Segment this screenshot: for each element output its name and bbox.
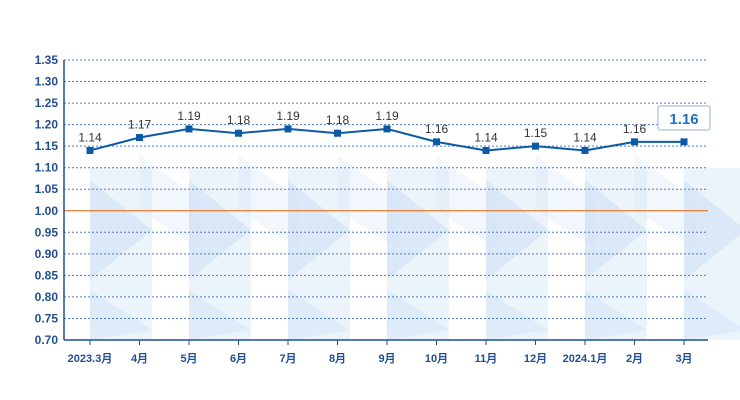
y-axis: 0.70 0.75 0.80 0.85 0.90 0.95 1.00 1.05 1.10 1.15… <box>35 53 708 347</box>
data-label: 1.19 <box>276 109 300 123</box>
data-point <box>631 138 638 146</box>
data-point <box>185 125 193 133</box>
band-chevron <box>90 180 152 280</box>
data-label: 1.14 <box>573 130 597 144</box>
y-tick-label: 1.10 <box>35 161 59 175</box>
band-chevron <box>288 180 350 280</box>
data-point <box>532 142 539 150</box>
band-chevron <box>486 290 548 340</box>
data-point <box>383 125 391 133</box>
y-tick-label: 0.95 <box>35 225 59 239</box>
data-label: 1.18 <box>326 113 350 127</box>
data-label: 1.17 <box>128 118 152 132</box>
band-chevron <box>684 180 740 280</box>
data-point <box>680 138 688 146</box>
callout-label: 1.16 <box>669 111 698 128</box>
x-tick-label: 8月 <box>329 352 346 365</box>
y-tick-label: 1.35 <box>35 53 59 67</box>
x-tick-label: 3月 <box>675 352 692 365</box>
y-tick-label: 0.70 <box>35 333 59 347</box>
y-tick-label: 1.05 <box>35 182 59 196</box>
data-point <box>86 146 94 154</box>
x-tick-label: 2月 <box>626 352 643 365</box>
data-label: 1.14 <box>78 130 102 144</box>
band-chevron <box>486 180 548 280</box>
x-tick-label: 6月 <box>230 352 247 365</box>
x-tick-label: 11月 <box>475 352 498 365</box>
x-tick-label: 12月 <box>524 352 547 365</box>
y-tick-label: 1.00 <box>35 204 59 218</box>
x-tick-label: 10月 <box>425 352 448 365</box>
y-tick-label: 1.20 <box>35 118 59 132</box>
y-tick-label: 0.85 <box>35 268 59 282</box>
x-tick-label: 9月 <box>378 352 395 365</box>
data-label: 1.16 <box>425 122 449 136</box>
x-tick-label: 4月 <box>131 352 148 365</box>
data-label: 1.15 <box>524 126 548 140</box>
band-chevron <box>436 155 499 250</box>
band-chevron <box>337 155 400 250</box>
band-chevron <box>90 290 152 340</box>
y-tick-label: 1.25 <box>35 96 59 110</box>
y-tick-label: 0.75 <box>35 311 59 325</box>
grid-lines <box>64 59 708 341</box>
data-label: 1.19 <box>177 109 201 123</box>
data-label: 1.19 <box>375 109 399 123</box>
band-chevron <box>387 290 449 340</box>
x-tick-label: 2023.3月 <box>68 352 113 365</box>
band-chevron <box>238 155 301 250</box>
y-tick-label: 1.30 <box>35 75 59 89</box>
y-tick-label: 1.15 <box>35 139 59 153</box>
data-point <box>334 129 341 137</box>
data-point <box>136 134 143 142</box>
band-chevron <box>634 155 697 250</box>
data-point <box>433 138 440 146</box>
data-label: 1.14 <box>474 130 498 144</box>
data-point <box>482 146 490 154</box>
band-chevron <box>585 180 647 280</box>
data-label: 1.16 <box>623 122 647 136</box>
background-bands <box>90 155 740 340</box>
callout-box <box>657 105 711 131</box>
x-tick-label: 5月 <box>180 352 197 365</box>
data-label: 1.18 <box>227 113 251 127</box>
x-tick-label: 2024.1月 <box>563 352 608 365</box>
band-chevron <box>189 290 251 340</box>
band-chevron <box>288 290 350 340</box>
data-labels: 1.14 1.17 1.19 1.18 1.19 1.18 1.19 1.16 1.14 1.15… <box>78 109 646 145</box>
band-chevron <box>139 155 202 250</box>
x-axis: 2023.3月 4月 5月 6月 7月 8月 9月 10月 11月 12月 2024.1月 2月 3月 <box>68 340 693 365</box>
data-point <box>235 129 242 137</box>
band-chevron <box>585 290 647 340</box>
band-chevron <box>684 290 740 340</box>
y-tick-label: 0.80 <box>35 290 59 304</box>
band-chevron <box>189 180 251 280</box>
x-tick-label: 7月 <box>279 352 296 365</box>
y-tick-label: 0.90 <box>35 247 59 261</box>
latest-value-callout: 1.16 <box>657 105 711 131</box>
band-rect <box>288 168 350 340</box>
band-chevron <box>535 155 598 250</box>
series-line <box>86 125 688 154</box>
data-point <box>284 125 292 133</box>
data-point <box>581 146 589 154</box>
band-chevron <box>387 180 449 280</box>
